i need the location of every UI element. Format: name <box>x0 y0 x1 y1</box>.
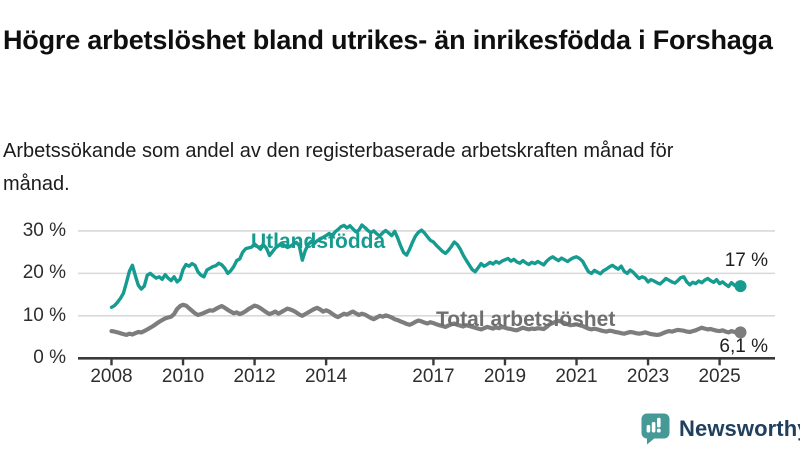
series-end-dot <box>734 326 747 339</box>
x-tick-label: 2010 <box>161 366 205 387</box>
series-line <box>109 223 743 309</box>
chart-subtitle: Arbetssökande som andel av den registerb… <box>3 140 674 195</box>
x-tick-label: 2017 <box>412 366 455 387</box>
series-line <box>109 302 743 337</box>
series-label-total-arbetsloshet: Total arbetslöshet <box>436 308 616 331</box>
end-value-label-utlandsfodda: 17 % <box>724 250 768 271</box>
series-label-utlandsfodda: Utlandsfödda <box>251 230 386 253</box>
x-tick-label: 2008 <box>90 366 133 387</box>
y-tick-label: 0 % <box>33 347 66 369</box>
x-tick-label: 2014 <box>304 366 348 387</box>
page-title: Högre arbetslöshet bland utrikes- än inr… <box>3 25 773 56</box>
x-tick-label: 2019 <box>483 366 527 387</box>
y-tick-label: 10 % <box>22 304 66 326</box>
x-tick-label: 2025 <box>698 366 741 387</box>
end-value-label-total: 6,1 % <box>719 336 768 357</box>
y-tick-label: 30 % <box>22 219 66 241</box>
series-end-dot <box>734 280 747 293</box>
x-tick-label: 2021 <box>555 366 598 387</box>
newsworthy-bubble-chart-icon <box>641 413 670 445</box>
newsworthy-logo: Newsworthy <box>641 413 800 445</box>
y-tick-label: 20 % <box>22 262 66 284</box>
x-tick-label: 2012 <box>233 366 276 387</box>
brand-name: Newsworthy <box>679 416 800 441</box>
x-tick-label: 2023 <box>626 366 670 387</box>
